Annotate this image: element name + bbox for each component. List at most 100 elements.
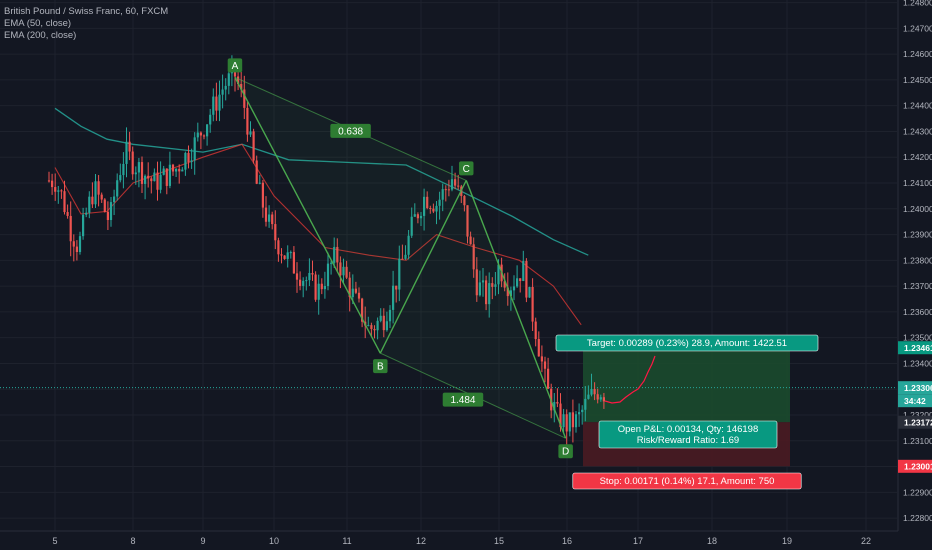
point-label-a: A xyxy=(232,61,239,72)
candle-body xyxy=(475,269,478,296)
candle-body xyxy=(547,368,550,389)
candle-body xyxy=(271,214,274,225)
candle-body xyxy=(401,258,404,260)
candle-body xyxy=(317,283,320,300)
candle-body xyxy=(537,339,540,357)
candle-body xyxy=(240,84,243,90)
candle-body xyxy=(274,224,277,241)
candle-body xyxy=(91,196,94,205)
candle-body xyxy=(57,190,60,192)
candle-body xyxy=(314,274,317,300)
candle-body xyxy=(519,278,522,281)
candle-body xyxy=(175,168,178,172)
candle-body xyxy=(457,185,460,187)
candle-body xyxy=(376,320,379,331)
candle-body xyxy=(478,282,481,296)
candle-body xyxy=(299,279,302,286)
leg-ab xyxy=(234,77,381,354)
candle-body xyxy=(392,285,395,310)
candle-body xyxy=(602,397,605,402)
time-tick-label: 19 xyxy=(782,536,792,546)
time-tick-label: 12 xyxy=(416,536,426,546)
candle-body xyxy=(308,272,311,281)
candle-body xyxy=(416,214,419,219)
candle-body xyxy=(410,216,413,236)
candle-body xyxy=(224,85,227,90)
candle-body xyxy=(171,164,175,172)
candle-body xyxy=(311,272,314,275)
candle-body xyxy=(295,273,299,280)
price-tick-label: 1.22800 xyxy=(903,513,932,523)
candle-body xyxy=(261,182,264,208)
candle-body xyxy=(333,246,336,263)
time-tick-label: 16 xyxy=(562,536,572,546)
candle-body xyxy=(147,175,150,179)
stop-label: Stop: 0.00171 (0.14%) 17.1, Amount: 750 xyxy=(600,476,775,487)
candle-body xyxy=(534,321,537,340)
candle-body xyxy=(463,196,466,206)
candle-body xyxy=(438,199,441,206)
candle-body xyxy=(339,262,342,276)
candle-body xyxy=(159,174,162,190)
time-tick-label: 8 xyxy=(130,536,135,546)
candle-body xyxy=(258,182,261,184)
candle-body xyxy=(395,285,398,290)
price-tick-label: 1.23700 xyxy=(903,281,932,291)
point-label-c-bg xyxy=(458,161,474,176)
ratio-bd-label-bg xyxy=(442,392,484,407)
time-tick-label: 9 xyxy=(200,536,205,546)
candle-body xyxy=(196,132,199,138)
candle-body xyxy=(429,208,432,210)
price-badge-bg xyxy=(898,381,932,395)
candle-body xyxy=(218,94,221,111)
candle-body xyxy=(289,252,292,254)
point-label-a-bg xyxy=(227,58,243,73)
ratio-bd-label: 1.484 xyxy=(450,395,475,406)
pnl-label-line-1: Open P&L: 0.00134, Qty: 146198 xyxy=(618,424,759,435)
candle-body xyxy=(119,175,122,181)
candle-body xyxy=(336,246,339,263)
candle-body xyxy=(441,189,444,200)
leg-cd xyxy=(465,180,567,439)
candle-body xyxy=(190,160,193,162)
time-axis[interactable]: 5 8 9 10 11 12 15 16 17 18 19 22 xyxy=(0,530,932,550)
candle-body xyxy=(379,315,382,321)
price-tick-label: 1.22900 xyxy=(903,487,932,497)
price-tick-label: 1.24100 xyxy=(903,178,932,188)
candle-body xyxy=(506,287,509,297)
price-tick-label: 1.23900 xyxy=(903,230,932,240)
candle-body xyxy=(361,298,364,322)
candle-body xyxy=(481,280,485,283)
ema200-line xyxy=(54,107,589,256)
candle-body xyxy=(516,278,519,287)
stop-label-bg xyxy=(572,472,802,490)
candle-body xyxy=(255,160,258,184)
candle-body xyxy=(469,236,472,245)
candle-body xyxy=(590,389,593,395)
candle-body xyxy=(413,214,416,217)
target-label: Target: 0.00289 (0.23%) 28.9, Amount: 14… xyxy=(587,338,787,349)
candle-body xyxy=(221,89,224,95)
price-axis[interactable]: 1.24800 1.24700 1.24600 1.24500 1.24400 1.243… xyxy=(897,0,932,550)
candle-body xyxy=(404,254,407,259)
ema50-legend[interactable]: EMA (50, close) xyxy=(4,18,72,29)
candle-body xyxy=(227,73,230,86)
grid xyxy=(0,0,897,531)
time-tick-label: 18 xyxy=(707,536,717,546)
pnl-label-bg xyxy=(598,420,778,449)
price-tick-label: 1.24800 xyxy=(903,0,932,8)
candle-body xyxy=(426,196,429,209)
candle-body xyxy=(264,207,268,222)
candle-body xyxy=(206,124,209,137)
chart-legend: British Pound / Swiss Franc, 60, FXCM EM… xyxy=(4,6,168,42)
price-tick-label: 1.24000 xyxy=(903,204,932,214)
ema200-legend[interactable]: EMA (200, close) xyxy=(4,30,77,41)
time-axis-bg xyxy=(0,531,932,550)
candle-body xyxy=(559,403,562,428)
price-badge: 1.23306 xyxy=(904,383,932,393)
candle-body xyxy=(509,290,512,297)
symbol-title[interactable]: British Pound / Swiss Franc, 60, FXCM xyxy=(4,6,169,17)
candle-body xyxy=(184,152,187,170)
candle-body xyxy=(528,286,531,298)
